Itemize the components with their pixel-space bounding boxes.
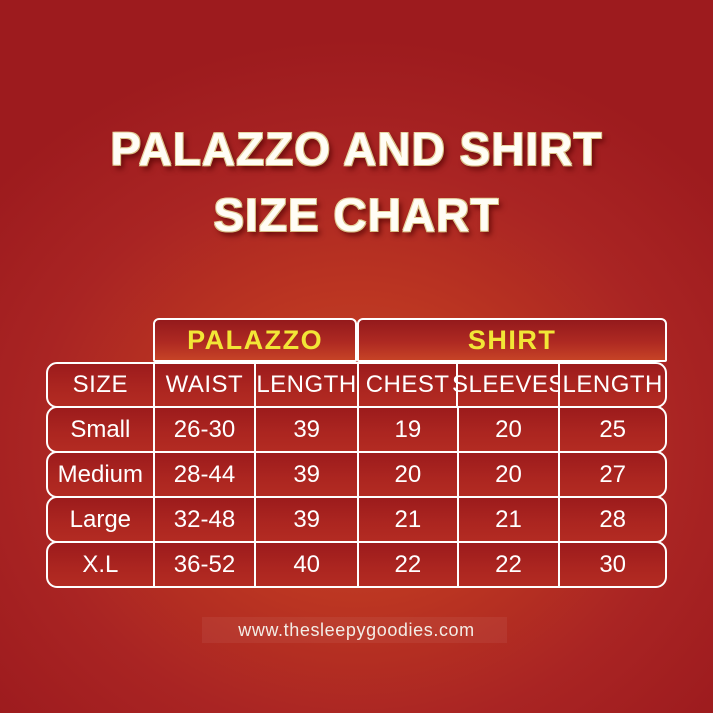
table-cell: 39 (254, 496, 359, 543)
table-cell: 28-44 (152, 451, 257, 498)
column-header-row: SIZE WAIST LENGTH CHEST SLEEVES LENGTH (46, 362, 668, 408)
table-cell: 26-30 (152, 406, 257, 453)
group-header-palazzo: PALAZZO (153, 318, 358, 362)
column-header-waist: WAIST (152, 362, 257, 408)
title-line-1: PALAZZO AND SHIRT (110, 123, 603, 175)
table-cell: 20 (456, 406, 561, 453)
table-cell: 27 (558, 451, 667, 498)
title-line-2: SIZE CHART (213, 189, 500, 241)
table-cell: 28 (558, 496, 667, 543)
table-cell: 30 (558, 541, 667, 588)
page-title: PALAZZO AND SHIRT SIZE CHART (0, 116, 713, 248)
footer-highlight-band (202, 617, 507, 643)
size-table: PALAZZO SHIRT SIZE WAIST LENGTH CHEST SL… (46, 318, 668, 588)
table-cell: 20 (456, 451, 561, 498)
row-label: Medium (46, 451, 155, 498)
group-header-shirt: SHIRT (357, 318, 667, 362)
table-row-medium: Medium 28-44 39 20 20 27 (46, 451, 667, 498)
table-cell: 39 (254, 406, 359, 453)
table-cell: 40 (254, 541, 359, 588)
row-label: Large (46, 496, 155, 543)
table-cell: 21 (357, 496, 459, 543)
table-cell: 19 (357, 406, 459, 453)
website-url: www.thesleepygoodies.com (238, 620, 475, 640)
group-header-row: PALAZZO SHIRT (153, 318, 667, 362)
table-cell: 21 (456, 496, 561, 543)
group-label-palazzo: PALAZZO (187, 324, 324, 355)
table-cell: 36-52 (152, 541, 257, 588)
column-header-length-palazzo: LENGTH (254, 362, 359, 408)
row-label: X.L (46, 541, 155, 588)
row-label: Small (46, 406, 155, 453)
table-cell: 20 (357, 451, 459, 498)
table-cell: 22 (357, 541, 459, 588)
column-header-length-shirt: LENGTH (558, 362, 668, 408)
column-header-chest: CHEST (356, 362, 459, 408)
group-label-shirt: SHIRT (467, 324, 557, 355)
table-row-small: Small 26-30 39 19 20 25 (46, 406, 667, 453)
table-cell: 25 (558, 406, 667, 453)
table-row-large: Large 32-48 39 21 21 28 (46, 496, 667, 543)
column-header-size: SIZE (46, 362, 155, 408)
table-cell: 22 (456, 541, 561, 588)
table-row-xl: X.L 36-52 40 22 22 30 (46, 541, 667, 588)
table-cell: 39 (254, 451, 359, 498)
column-header-sleeves: SLEEVES (452, 362, 564, 408)
table-cell: 32-48 (152, 496, 257, 543)
